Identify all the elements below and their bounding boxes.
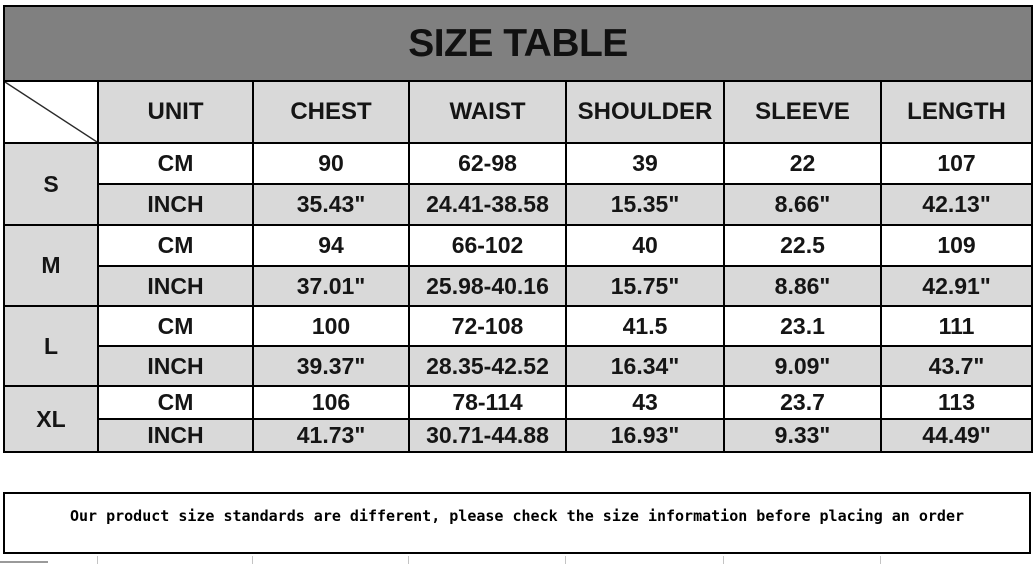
table-cell: 30.71-44.88 bbox=[408, 418, 567, 453]
table-cell: 23.7 bbox=[723, 385, 882, 420]
row-s-inch: INCH 35.43" 24.41-38.58 15.35" 8.66" 42.… bbox=[4, 183, 1034, 226]
table-cell: 62-98 bbox=[408, 142, 567, 185]
gridline-remnant bbox=[97, 556, 98, 564]
gridline-remnant bbox=[565, 556, 566, 564]
row-m-cm: M CM 94 66-102 40 22.5 109 bbox=[3, 224, 1034, 307]
table-cell: 111 bbox=[879, 305, 1034, 347]
column-header-row: UNIT CHEST WAIST SHOULDER SLEEVE LENGTH bbox=[3, 80, 1034, 144]
table-cell: 25.98-40.16 bbox=[408, 265, 567, 307]
unit-label-inch: INCH bbox=[97, 418, 254, 453]
table-cell: 8.86" bbox=[723, 265, 882, 307]
column-header-shoulder: SHOULDER bbox=[565, 80, 725, 144]
row-xl-inch: INCH 41.73" 30.71-44.88 16.93" 9.33" 44.… bbox=[4, 418, 1034, 453]
unit-label-inch: INCH bbox=[97, 265, 254, 307]
unit-label-inch: INCH bbox=[97, 183, 254, 226]
size-label-l: L bbox=[3, 305, 99, 387]
table-cell: 22.5 bbox=[723, 224, 882, 267]
table-cell: 100 bbox=[252, 305, 410, 347]
size-note-box: Our product size standards are different… bbox=[3, 492, 1031, 554]
table-cell: 90 bbox=[252, 142, 410, 185]
unit-label-cm: CM bbox=[97, 224, 254, 267]
table-cell: 16.93" bbox=[565, 418, 725, 453]
column-header-chest: CHEST bbox=[252, 80, 410, 144]
table-cell: 72-108 bbox=[408, 305, 567, 347]
diagonal-header-cell bbox=[3, 80, 99, 144]
gridline-remnant bbox=[252, 556, 253, 564]
row-l-cm: L CM 100 72-108 41.5 23.1 111 bbox=[3, 305, 1034, 387]
table-cell: 42.91" bbox=[879, 265, 1034, 307]
table-cell: 107 bbox=[879, 142, 1034, 185]
gridline-remnant bbox=[0, 561, 48, 563]
row-m-inch: INCH 37.01" 25.98-40.16 15.75" 8.86" 42.… bbox=[4, 265, 1034, 307]
unit-label-cm: CM bbox=[97, 385, 254, 420]
unit-label-cm: CM bbox=[97, 142, 254, 185]
column-header-unit: UNIT bbox=[97, 80, 254, 144]
table-cell: 8.66" bbox=[723, 183, 882, 226]
diagonal-divider-line bbox=[5, 82, 97, 142]
table-cell: 37.01" bbox=[252, 265, 410, 307]
column-header-waist: WAIST bbox=[408, 80, 567, 144]
size-note-text: Our product size standards are different… bbox=[69, 507, 965, 525]
table-cell: 43.7" bbox=[879, 345, 1034, 387]
table-cell: 106 bbox=[252, 385, 410, 420]
table-cell: 22 bbox=[723, 142, 882, 185]
table-cell: 109 bbox=[879, 224, 1034, 267]
gridline-remnant bbox=[880, 556, 881, 564]
table-cell: 43 bbox=[565, 385, 725, 420]
table-cell: 15.35" bbox=[565, 183, 725, 226]
table-cell: 44.49" bbox=[879, 418, 1034, 453]
size-label-xl: XL bbox=[3, 385, 99, 453]
unit-label-inch: INCH bbox=[97, 345, 254, 387]
title-row: SIZE TABLE bbox=[2, 5, 1034, 82]
table-cell: 40 bbox=[565, 224, 725, 267]
table-cell: 41.5 bbox=[565, 305, 725, 347]
row-xl-cm: XL CM 106 78-114 43 23.7 113 bbox=[3, 385, 1034, 453]
table-cell: 16.34" bbox=[565, 345, 725, 387]
table-cell: 66-102 bbox=[408, 224, 567, 267]
table-cell: 41.73" bbox=[252, 418, 410, 453]
size-table-title: SIZE TABLE bbox=[2, 5, 1034, 82]
table-cell: 35.43" bbox=[252, 183, 410, 226]
table-cell: 15.75" bbox=[565, 265, 725, 307]
table-cell: 113 bbox=[879, 385, 1034, 420]
table-cell: 39.37" bbox=[252, 345, 410, 387]
table-cell: 9.09" bbox=[723, 345, 882, 387]
unit-label-cm: CM bbox=[97, 305, 254, 347]
gridline-remnant bbox=[723, 556, 724, 564]
row-l-inch: INCH 39.37" 28.35-42.52 16.34" 9.09" 43.… bbox=[4, 345, 1034, 387]
table-cell: 23.1 bbox=[723, 305, 882, 347]
row-s-cm: S CM 90 62-98 39 22 107 bbox=[3, 142, 1034, 226]
table-cell: 39 bbox=[565, 142, 725, 185]
table-cell: 94 bbox=[252, 224, 410, 267]
column-header-sleeve: SLEEVE bbox=[723, 80, 882, 144]
size-label-s: S bbox=[3, 142, 99, 226]
table-cell: 42.13" bbox=[879, 183, 1034, 226]
table-cell: 9.33" bbox=[723, 418, 882, 453]
size-table: SIZE TABLE UNIT CHEST WAIST SHOULDER SLE… bbox=[2, 5, 1034, 453]
table-cell: 24.41-38.58 bbox=[408, 183, 567, 226]
table-cell: 78-114 bbox=[408, 385, 567, 420]
column-header-length: LENGTH bbox=[879, 80, 1034, 144]
gridline-remnant bbox=[408, 556, 409, 564]
size-label-m: M bbox=[3, 224, 99, 307]
table-cell: 28.35-42.52 bbox=[408, 345, 567, 387]
